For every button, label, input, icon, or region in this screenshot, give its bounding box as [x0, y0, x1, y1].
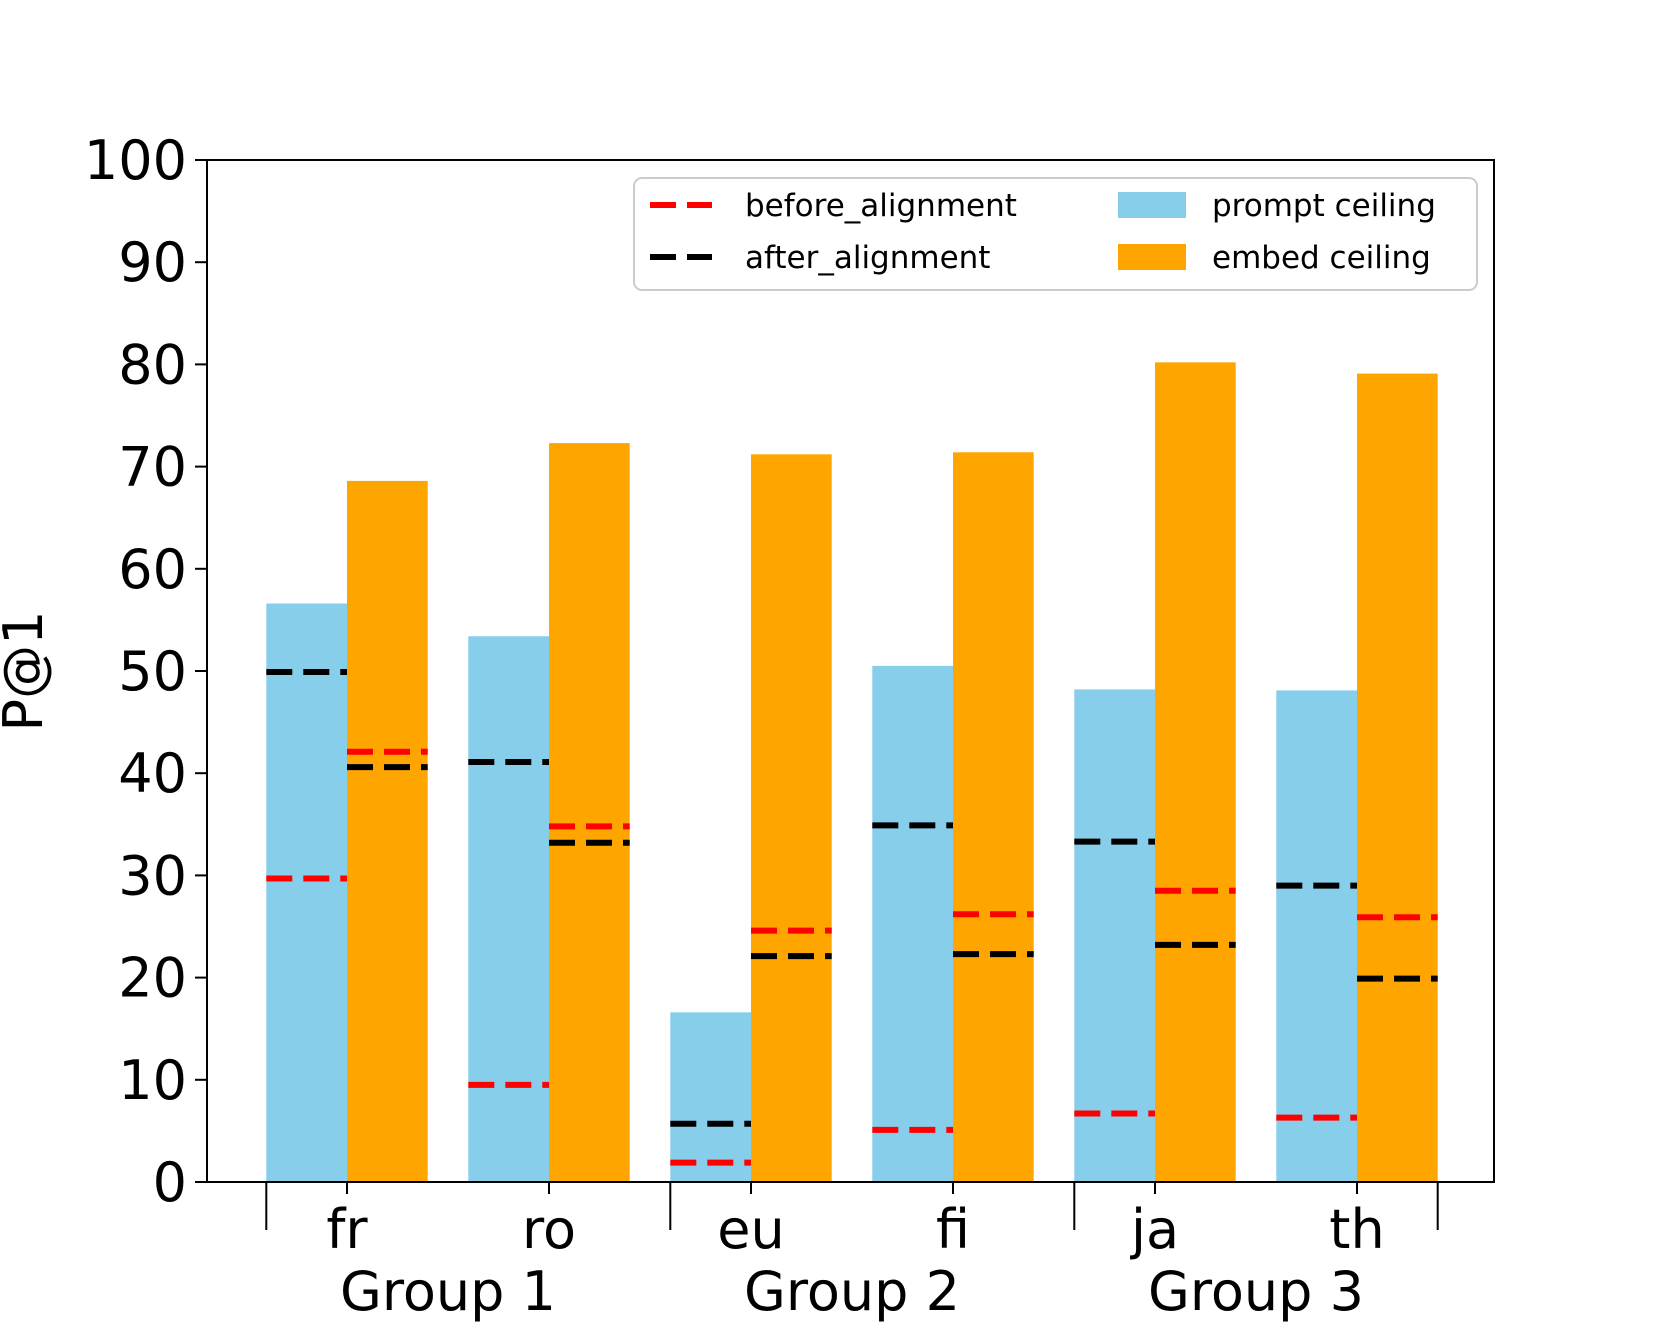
bar-prompt-ceiling-eu	[670, 1012, 751, 1182]
x-tick-label-eu: eu	[717, 1198, 784, 1261]
bar-prompt-ceiling-th	[1276, 690, 1357, 1182]
y-tick-label: 50	[118, 640, 187, 703]
legend-label-embed-ceiling: embed ceiling	[1212, 240, 1431, 276]
legend-handle-embed-ceiling	[1118, 244, 1186, 270]
bars-layer	[266, 362, 1438, 1183]
legend-label-before-alignment: before_alignment	[745, 188, 1017, 224]
y-tick-label: 60	[118, 538, 187, 601]
x-tick-label-fr: fr	[326, 1198, 368, 1261]
y-axis-label: P@1	[0, 611, 55, 732]
group-label-1: Group 1	[340, 1260, 556, 1323]
bar-embed-ceiling-ro	[549, 443, 630, 1182]
y-tick-label: 90	[118, 231, 187, 294]
legend-box	[633, 177, 1478, 291]
bar-embed-ceiling-th	[1357, 373, 1438, 1182]
bar-embed-ceiling-fr	[347, 480, 428, 1183]
y-tick-label: 100	[84, 129, 187, 192]
legend-label-prompt-ceiling: prompt ceiling	[1212, 188, 1436, 224]
bar-prompt-ceiling-fi	[872, 665, 953, 1182]
y-tick-label: 40	[118, 742, 187, 805]
legend-label-after-alignment: after_alignment	[745, 240, 990, 276]
y-tick-label: 70	[118, 436, 187, 499]
y-tick-label: 10	[118, 1049, 187, 1112]
bar-prompt-ceiling-ja	[1074, 689, 1155, 1182]
group-label-2: Group 2	[744, 1260, 960, 1323]
bar-prompt-ceiling-ro	[468, 636, 549, 1182]
bar-embed-ceiling-fi	[953, 452, 1034, 1182]
y-tick-label: 80	[118, 333, 187, 396]
y-tick-label: 30	[118, 844, 187, 907]
y-axis: 0 10 20 30 40 50 60 70 80 90 100	[84, 129, 207, 1214]
alignment-lines-layer	[266, 669, 1438, 1166]
bar-embed-ceiling-ja	[1155, 362, 1236, 1183]
x-tick-label-th: th	[1329, 1198, 1384, 1261]
legend-handle-prompt-ceiling	[1118, 192, 1186, 218]
y-tick-label: 20	[118, 947, 187, 1010]
y-tick-label: 0	[153, 1151, 187, 1214]
x-tick-label-ja: ja	[1130, 1198, 1179, 1261]
x-tick-label-fi: fi	[936, 1198, 970, 1261]
group-label-3: Group 3	[1148, 1260, 1364, 1323]
legend: before_alignment after_alignment prompt ce…	[633, 177, 1478, 291]
bar-prompt-ceiling-fr	[266, 603, 347, 1182]
x-axis: fr ro eu fi ja th Group 1 Group 2 Group 3	[265, 1182, 1439, 1323]
bar-embed-ceiling-eu	[751, 454, 832, 1182]
x-tick-label-ro: ro	[522, 1198, 576, 1261]
